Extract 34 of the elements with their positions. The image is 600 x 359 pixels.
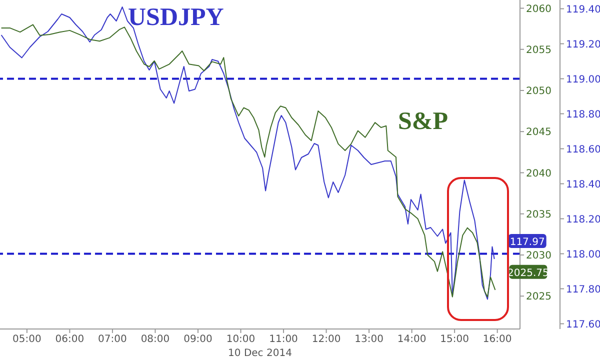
x-tick-label: 12:00: [312, 334, 341, 346]
x-axis-title: 10 Dec 2014: [228, 348, 292, 359]
x-tick-label: 15:00: [440, 334, 469, 346]
x-tick-label: 13:00: [354, 334, 384, 346]
y2-tick-label: 118.20: [566, 214, 600, 226]
x-tick-label: 05:00: [12, 334, 42, 346]
y2-tick-label: 119.20: [566, 39, 600, 50]
x-tick-label: 14:00: [397, 334, 426, 346]
x-tick-label: 08:00: [140, 334, 170, 346]
y-tick-label: 2045: [526, 127, 552, 138]
y2-tick-label: 118.80: [566, 109, 600, 120]
y-tick-label: 2055: [526, 44, 552, 56]
y-tick-label: 2050: [526, 86, 552, 98]
series-label: S&P: [398, 108, 448, 136]
y-tick-label: 2030: [526, 250, 552, 262]
x-tick-label: 06:00: [55, 334, 84, 346]
y2-tick-label: 118.60: [566, 144, 600, 156]
y2-tick-label: 117.60: [566, 319, 600, 330]
x-tick-label: 11:00: [269, 334, 298, 346]
series-label: USDJPY: [128, 4, 224, 32]
y-tick-label: 2035: [526, 209, 552, 220]
x-tick-label: 07:00: [98, 334, 127, 346]
x-tick-label: 10:00: [226, 334, 256, 346]
y2-tick-label: 117.80: [566, 284, 600, 296]
y2-tick-label: 119.40: [566, 4, 600, 16]
y2-tick-label: 118.00: [566, 249, 600, 260]
x-tick-label: 09:00: [184, 334, 212, 346]
y-tick-label: 2040: [526, 168, 552, 180]
y2-tick-label: 118.40: [566, 179, 600, 190]
y-tick-label: 2060: [526, 4, 552, 15]
y2-tick-label: 119.00: [566, 74, 600, 86]
x-tick-label: 16:00: [482, 334, 512, 346]
data-label: 117.97: [510, 237, 545, 248]
y-tick-label: 2025: [526, 292, 552, 303]
